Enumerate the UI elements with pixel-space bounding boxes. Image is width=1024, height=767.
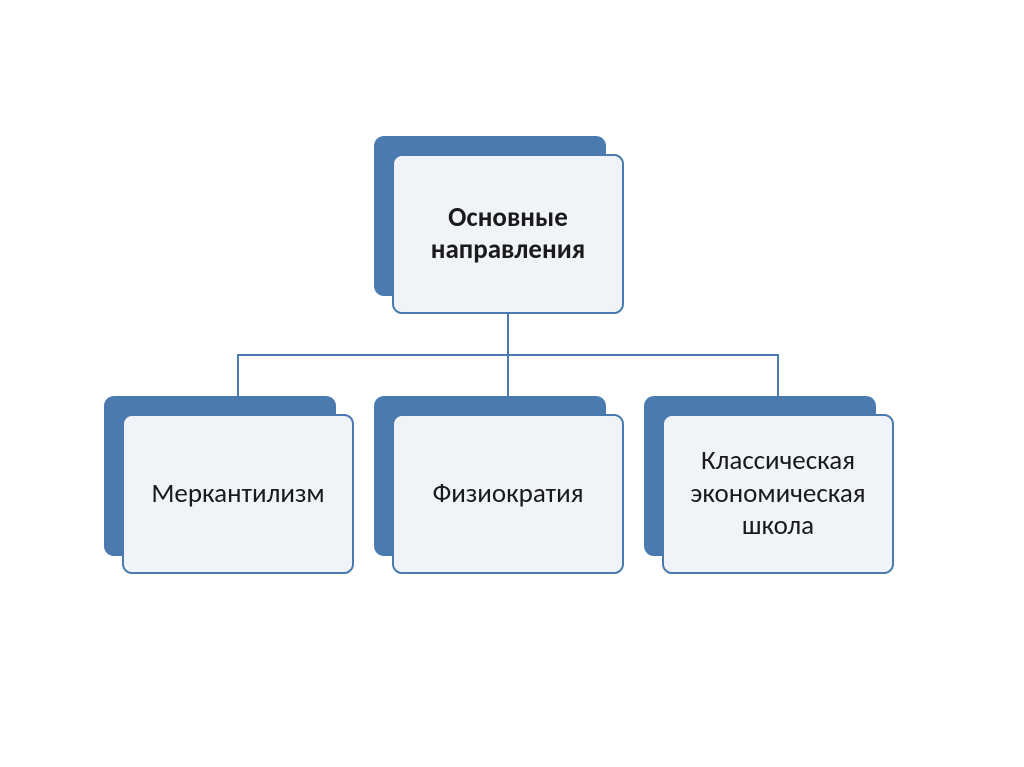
node-root: Основные направления: [374, 136, 624, 314]
node-root-label: Основные направления: [431, 202, 585, 267]
node-child-2-front: Физиократия: [392, 414, 624, 574]
connector-drop-1: [237, 354, 239, 396]
node-child-3-label: Классическая экономическая школа: [690, 445, 865, 542]
node-child-3-front: Классическая экономическая школа: [662, 414, 894, 574]
connector-trunk: [507, 314, 509, 356]
node-child-1: Меркантилизм: [104, 396, 354, 574]
connector-drop-3: [777, 354, 779, 396]
node-child-2: Физиократия: [374, 396, 624, 574]
connector-drop-2: [507, 354, 509, 396]
node-child-1-label: Меркантилизм: [151, 478, 324, 510]
node-child-2-label: Физиократия: [432, 478, 583, 510]
hierarchy-diagram: Основные направления Меркантилизм Физиок…: [0, 0, 1024, 767]
node-child-1-front: Меркантилизм: [122, 414, 354, 574]
node-child-3: Классическая экономическая школа: [644, 396, 894, 574]
node-root-front: Основные направления: [392, 154, 624, 314]
